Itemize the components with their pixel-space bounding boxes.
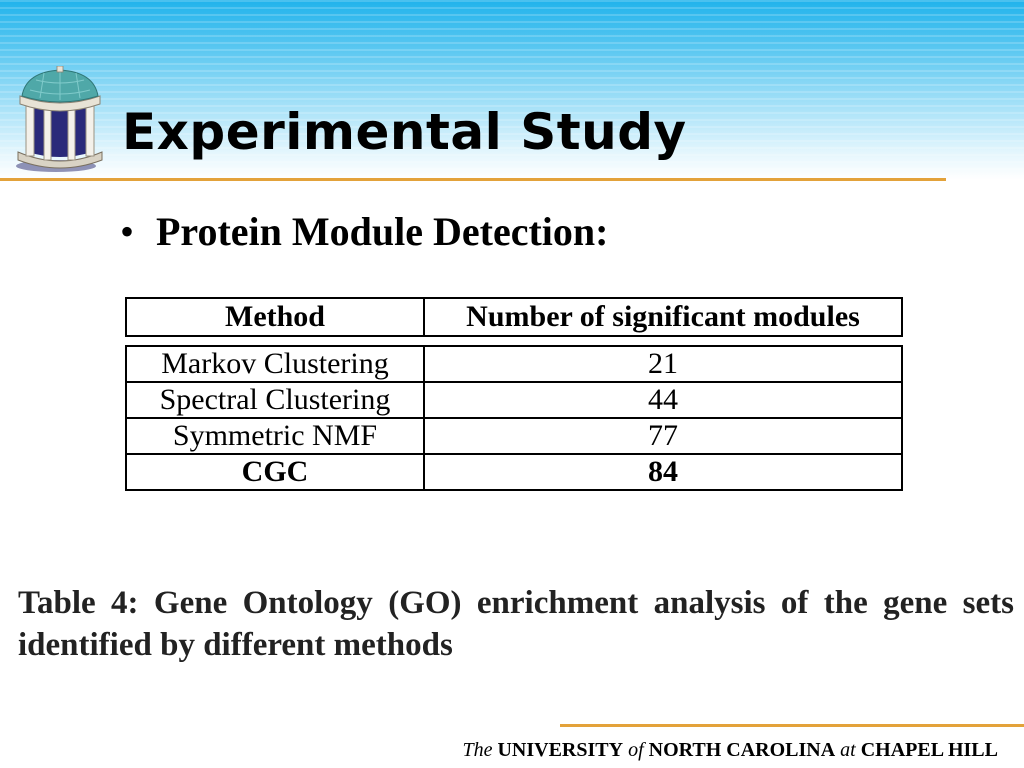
table-row: Markov Clustering 21 xyxy=(125,345,903,383)
header-count: Number of significant modules xyxy=(466,300,860,333)
table-row: Spectral Clustering 44 xyxy=(125,381,903,419)
footer-institution: The UNIVERSITY of NORTH CAROLINA at CHAP… xyxy=(462,738,998,762)
footer-the: The xyxy=(462,739,493,761)
footer-divider xyxy=(560,724,1024,727)
header-method: Method xyxy=(127,299,425,335)
title-divider xyxy=(0,178,946,181)
cell-count: 44 xyxy=(648,383,678,416)
table-row: CGC 84 xyxy=(125,453,903,491)
bullet-point: • Protein Module Detection: xyxy=(120,208,608,256)
cell-count: 77 xyxy=(648,419,678,452)
slide-title: Experimental Study xyxy=(122,103,687,161)
footer-university: UNIVERSITY xyxy=(497,739,624,761)
footer-of: of xyxy=(628,739,644,761)
cell-count: 84 xyxy=(648,455,678,488)
cell-count: 21 xyxy=(648,347,678,380)
cell-method: Symmetric NMF xyxy=(127,419,425,453)
results-table: Method Number of significant modules Mar… xyxy=(125,297,903,491)
header-banner xyxy=(0,0,1024,180)
table-row: Symmetric NMF 77 xyxy=(125,417,903,455)
footer-north-carolina: NORTH CAROLINA xyxy=(648,739,836,761)
cell-method: Spectral Clustering xyxy=(127,383,425,417)
table-caption: Table 4: Gene Ontology (GO) enrichment a… xyxy=(18,585,1014,663)
footer-at: at xyxy=(840,739,856,761)
cell-method: CGC xyxy=(127,455,425,489)
old-well-icon xyxy=(16,66,103,172)
bullet-dot-icon: • xyxy=(120,209,135,254)
cell-method: Markov Clustering xyxy=(127,347,425,381)
bullet-text: Protein Module Detection: xyxy=(156,209,609,254)
footer-chapel-hill: CHAPEL HILL xyxy=(860,739,998,761)
table-header-row: Method Number of significant modules xyxy=(125,297,903,337)
